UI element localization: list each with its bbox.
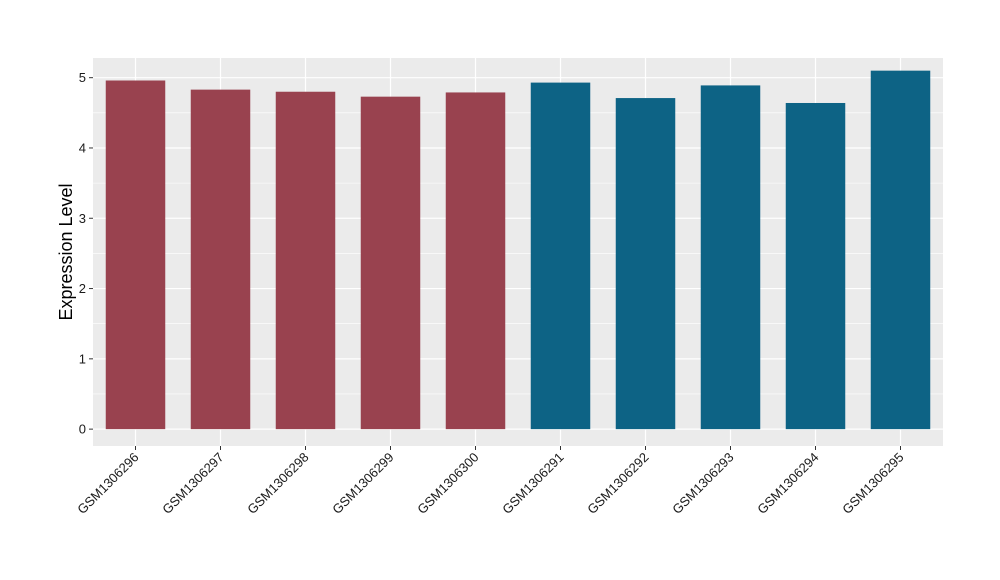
y-axis-ticks: 0 1 2 3 4 5 [79, 70, 93, 437]
y-tick-label: 5 [79, 70, 86, 85]
bar-GSM1306297 [190, 89, 251, 430]
x-axis-ticks: GSM1306296 GSM1306297 GSM1306298 GSM1306299… [74, 446, 907, 517]
bars [105, 70, 931, 430]
x-tick-label: GSM1306294 [754, 450, 821, 517]
bar-GSM1306298 [275, 91, 336, 430]
bar-GSM1306291 [530, 82, 591, 430]
x-tick-label: GSM1306298 [244, 450, 311, 517]
y-tick-label: 2 [79, 281, 86, 296]
y-tick-label: 3 [79, 211, 86, 226]
x-tick-label: GSM1306292 [584, 450, 651, 517]
x-tick-label: GSM1306295 [839, 450, 906, 517]
bar-GSM1306295 [870, 70, 931, 430]
bar-GSM1306293 [700, 85, 761, 430]
x-tick-label: GSM1306293 [669, 450, 736, 517]
x-tick-label: GSM1306299 [329, 450, 396, 517]
bar-GSM1306294 [785, 102, 846, 430]
x-tick-label: GSM1306297 [159, 450, 226, 517]
x-tick-label: GSM1306300 [414, 450, 481, 517]
y-axis-title: Expression Level [56, 183, 76, 320]
y-tick-label: 1 [79, 351, 86, 366]
bar-GSM1306299 [360, 96, 421, 430]
y-tick-label: 0 [79, 422, 86, 437]
bar-GSM1306300 [445, 92, 506, 430]
x-tick-label: GSM1306296 [74, 450, 141, 517]
bar-GSM1306292 [615, 98, 676, 430]
bar-GSM1306296 [105, 80, 166, 430]
y-tick-label: 4 [79, 140, 86, 155]
x-tick-label: GSM1306291 [499, 450, 566, 517]
